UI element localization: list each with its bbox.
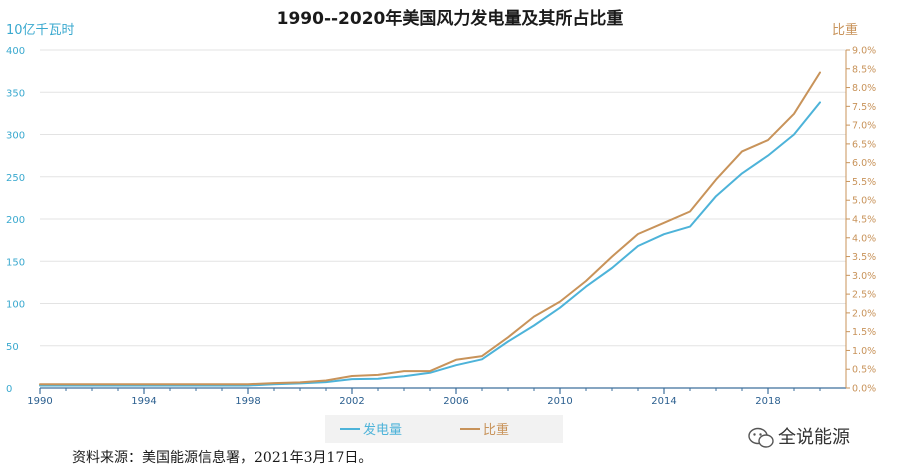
watermark-text: 全说能源 — [778, 427, 850, 448]
y-tick-right: 2.0% — [852, 308, 876, 319]
y-tick-left: 100 — [6, 300, 25, 311]
x-tick-label: 1994 — [131, 396, 156, 407]
legend-label-generation: 发电量 — [363, 422, 402, 438]
y-tick-left: 300 — [6, 131, 25, 142]
y-tick-right: 1.0% — [852, 346, 876, 357]
series-line-generation — [39, 101, 821, 387]
y-tick-right: 2.5% — [852, 290, 876, 301]
y-tick-right: 0.0% — [852, 384, 876, 395]
y-tick-right: 1.5% — [852, 327, 876, 338]
y-tick-right: 5.5% — [852, 177, 876, 188]
y-tick-right: 3.5% — [852, 252, 876, 263]
gridlines — [40, 49, 846, 347]
right-axis-unit: 比重 — [832, 22, 858, 38]
y-tick-right: 3.0% — [852, 271, 876, 282]
y-tick-right: 9.0% — [852, 46, 876, 57]
y-tick-right: 8.0% — [852, 83, 876, 94]
x-tick-label: 2006 — [443, 396, 468, 407]
y-tick-left: 50 — [6, 342, 19, 353]
watermark: 全说能源 — [748, 427, 850, 448]
y-tick-right: 0.5% — [852, 365, 876, 376]
series-lines — [39, 71, 821, 387]
x-tick-label: 2010 — [547, 396, 572, 407]
y-tick-right: 6.0% — [852, 158, 876, 169]
y-tick-left: 350 — [6, 88, 25, 99]
y-tick-left: 250 — [6, 173, 25, 184]
legend-label-share: 比重 — [483, 422, 509, 438]
x-tick-label: 2018 — [755, 396, 780, 407]
y-tick-left: 400 — [6, 46, 25, 57]
y-tick-left: 200 — [6, 215, 25, 226]
x-tick-label: 2002 — [339, 396, 364, 407]
chart-title: 1990--2020年美国风力发电量及其所占比重 — [277, 8, 624, 29]
y-tick-right: 8.5% — [852, 64, 876, 75]
y-tick-left: 0 — [6, 384, 12, 395]
y-tick-right: 7.0% — [852, 121, 876, 132]
source-note: 资料来源：美国能源信息署，2021年3月17日。 — [72, 449, 372, 466]
series-line-share — [39, 71, 821, 386]
left-axis-unit: 10亿千瓦时 — [6, 23, 75, 38]
y-tick-right: 5.0% — [852, 196, 876, 207]
y-tick-right: 4.0% — [852, 233, 876, 244]
y-tick-right: 4.5% — [852, 215, 876, 226]
wechat-icon — [748, 427, 774, 448]
x-tick-label: 1990 — [27, 396, 52, 407]
y-tick-right: 7.5% — [852, 102, 876, 113]
axes: 0 50 100 150 200 250 300 350 400 0.0% 0.5% 1.0% 1.5%… — [6, 46, 876, 408]
y-tick-left: 150 — [6, 257, 25, 268]
legend: 发电量 比重 — [325, 415, 563, 443]
x-tick-label: 1998 — [235, 396, 260, 407]
y-tick-right: 6.5% — [852, 139, 876, 150]
x-tick-label: 2014 — [651, 396, 676, 407]
legend-box — [325, 415, 563, 443]
